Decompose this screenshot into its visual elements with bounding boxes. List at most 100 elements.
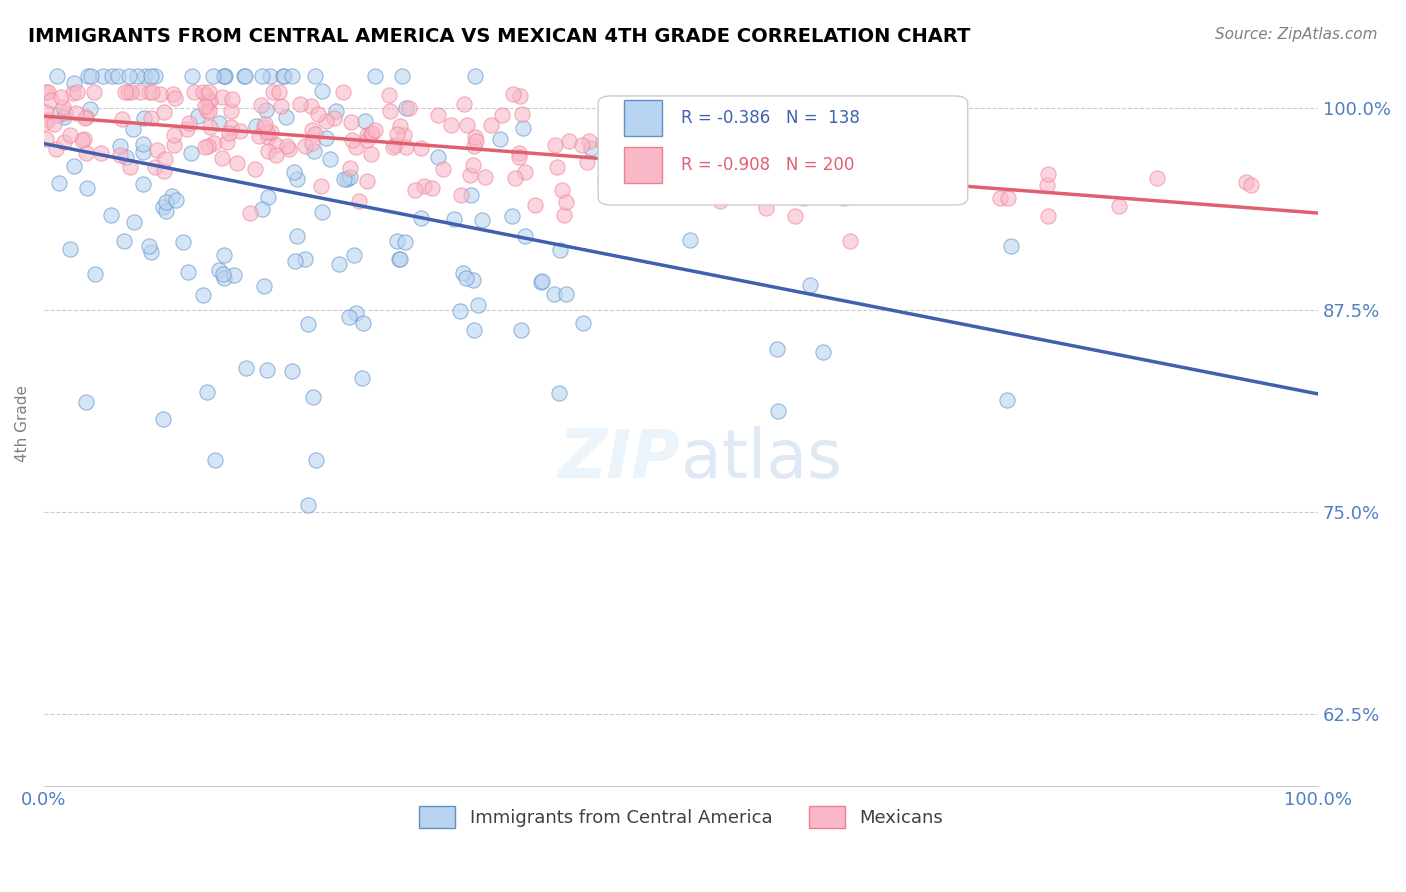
Point: [463, 273, 485, 287]
Point: [138, 239, 160, 253]
Point: [63, 159, 86, 173]
Point: [297, 498, 319, 512]
Point: [783, 210, 806, 224]
Point: [259, 125, 281, 139]
Point: [398, 102, 420, 116]
Point: [202, 136, 225, 150]
Point: [224, 268, 246, 282]
Point: [155, 195, 177, 210]
Point: [294, 138, 316, 153]
Point: [59, 128, 82, 143]
Point: [581, 141, 603, 155]
Point: [35, 132, 58, 146]
Point: [501, 209, 523, 223]
Point: [621, 131, 644, 145]
Point: [344, 306, 367, 320]
Point: [250, 98, 273, 112]
Point: [278, 142, 301, 156]
Bar: [624, 100, 662, 136]
Point: [995, 393, 1018, 408]
Point: [138, 85, 160, 99]
Point: [450, 187, 472, 202]
Point: [307, 107, 329, 121]
Point: [256, 362, 278, 376]
Point: [311, 84, 333, 98]
Point: [141, 245, 163, 260]
Point: [852, 182, 875, 196]
Point: [226, 156, 249, 170]
Point: [149, 87, 172, 101]
Point: [676, 146, 699, 161]
Point: [578, 135, 600, 149]
Point: [543, 286, 565, 301]
Point: [609, 173, 631, 187]
Point: [440, 119, 463, 133]
Point: [655, 148, 678, 162]
Point: [235, 360, 257, 375]
Point: [197, 95, 219, 109]
Point: [66, 85, 89, 99]
Point: [508, 145, 530, 160]
Point: [46, 108, 69, 122]
Point: [360, 127, 382, 141]
Point: [77, 69, 100, 83]
Point: [769, 136, 792, 151]
Point: [728, 110, 751, 124]
Point: [709, 194, 731, 208]
Point: [555, 194, 578, 209]
Point: [443, 211, 465, 226]
Point: [488, 132, 510, 146]
Point: [153, 164, 176, 178]
Point: [162, 87, 184, 102]
Point: [218, 126, 240, 140]
Point: [530, 275, 553, 289]
Point: [212, 69, 235, 83]
Point: [395, 140, 418, 154]
Point: [110, 112, 132, 126]
Point: [304, 69, 326, 83]
Point: [34, 116, 56, 130]
Point: [198, 104, 221, 119]
Point: [273, 69, 295, 83]
FancyBboxPatch shape: [598, 96, 967, 205]
Point: [301, 136, 323, 151]
Point: [253, 278, 276, 293]
Point: [395, 101, 418, 115]
Text: IMMIGRANTS FROM CENTRAL AMERICA VS MEXICAN 4TH GRADE CORRELATION CHART: IMMIGRANTS FROM CENTRAL AMERICA VS MEXIC…: [28, 27, 970, 45]
Point: [391, 69, 413, 83]
Point: [409, 140, 432, 154]
Point: [548, 244, 571, 258]
Point: [274, 110, 297, 124]
Point: [280, 364, 302, 378]
Point: [385, 234, 408, 248]
Point: [250, 69, 273, 83]
Point: [132, 111, 155, 125]
Point: [449, 304, 471, 318]
Point: [352, 371, 374, 385]
Y-axis label: 4th Grade: 4th Grade: [15, 384, 30, 461]
Point: [208, 262, 231, 277]
Point: [131, 177, 153, 191]
Point: [512, 120, 534, 135]
Point: [356, 133, 378, 147]
Point: [360, 146, 382, 161]
Point: [509, 89, 531, 103]
Point: [48, 176, 70, 190]
Point: [304, 127, 326, 141]
Text: R = -0.908   N = 200: R = -0.908 N = 200: [681, 156, 855, 174]
Text: Source: ZipAtlas.com: Source: ZipAtlas.com: [1215, 27, 1378, 42]
Point: [458, 169, 481, 183]
Point: [253, 120, 276, 134]
Point: [550, 183, 572, 197]
Point: [152, 104, 174, 119]
Point: [114, 85, 136, 99]
Point: [269, 85, 291, 99]
Point: [283, 165, 305, 179]
Point: [731, 180, 754, 194]
Point: [197, 139, 219, 153]
Point: [245, 119, 267, 133]
Point: [309, 178, 332, 193]
Point: [510, 107, 533, 121]
Point: [46, 69, 69, 83]
Point: [832, 191, 855, 205]
